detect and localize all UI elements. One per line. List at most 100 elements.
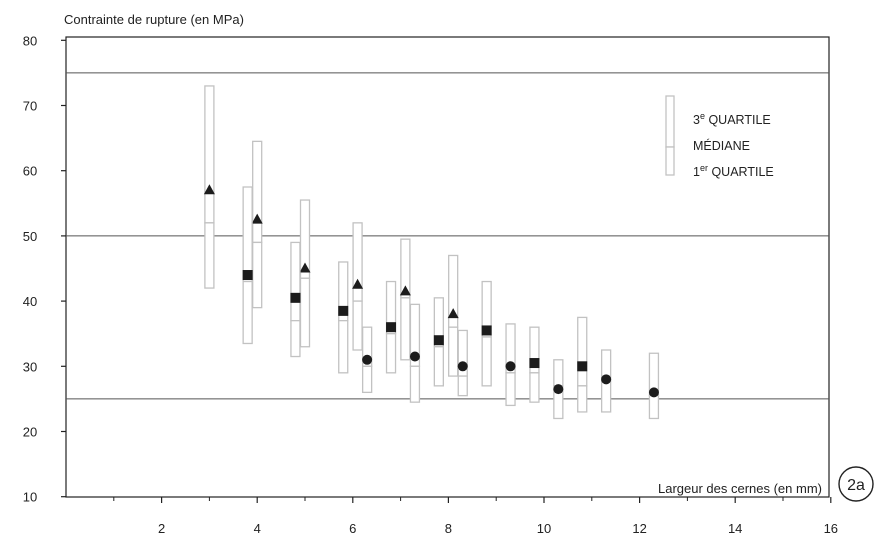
- box-lower-circle-0: [361, 365, 373, 394]
- legend-q3-main: 3: [693, 113, 700, 127]
- figure-badge-label: 2a: [847, 477, 865, 494]
- box-circle-1: [409, 303, 421, 403]
- x-tick-label-4: 4: [254, 521, 261, 536]
- axes: 10 20 30 40 50 60 70 80 2 4 6 8 10 12 14 16: [23, 33, 838, 536]
- mean-marker-square-5: [481, 325, 492, 336]
- box-upper-square-1: [290, 241, 301, 322]
- legend-q3-sup: e: [700, 111, 705, 121]
- box-lower-triangle-4: [400, 297, 411, 361]
- box-upper-triangle-3: [352, 222, 363, 302]
- box-upper-circle-4: [553, 359, 564, 387]
- legend-q3-label: 3e QUARTILE: [693, 111, 771, 127]
- box-triangle-4: [399, 238, 411, 361]
- mean-marker-square-1: [290, 292, 301, 303]
- plot-frame: [65, 36, 830, 498]
- box-square-3: [385, 280, 397, 374]
- legend-q1-label: 1er QUARTILE: [693, 163, 774, 179]
- x-tick-label-10: 10: [537, 521, 551, 536]
- y-tick-label-80: 80: [23, 33, 37, 48]
- box-lower-square-5: [481, 336, 492, 387]
- plot-area: [65, 36, 830, 498]
- mean-marker-square-0: [242, 270, 253, 281]
- mean-marker-circle-5: [601, 374, 612, 385]
- box-lower-triangle-2: [299, 277, 311, 348]
- y-tick-label-40: 40: [23, 294, 37, 309]
- figure-badge-circle: [838, 466, 874, 502]
- box-lower-square-3: [385, 333, 397, 374]
- box-square-7: [577, 316, 588, 413]
- box-square-0: [242, 186, 253, 345]
- y-tick-label-70: 70: [23, 99, 37, 114]
- box-square-6: [529, 326, 540, 403]
- y-tick-label-50: 50: [23, 229, 37, 244]
- mean-marker-triangle-2: [299, 262, 311, 273]
- x-tick-label-16: 16: [824, 521, 838, 536]
- mean-marker-circle-1: [409, 351, 420, 362]
- box-square-5: [481, 280, 492, 387]
- series-square: [242, 186, 588, 413]
- x-tick-label-14: 14: [728, 521, 742, 536]
- box-circle-6: [648, 352, 660, 420]
- mean-marker-triangle-3: [352, 278, 364, 289]
- legend-q1-main: 1: [693, 165, 700, 179]
- box-lower-square-2: [338, 320, 349, 374]
- mean-marker-triangle-5: [447, 308, 459, 319]
- mean-marker-circle-2: [457, 361, 468, 372]
- box-lower-triangle-5: [448, 326, 459, 377]
- x-axis-title: Largeur des cernes (en mm): [658, 481, 822, 496]
- mean-marker-triangle-0: [203, 184, 215, 195]
- box-lower-circle-1: [409, 365, 421, 403]
- y-tick-label-30: 30: [23, 359, 37, 374]
- box-triangle-1: [251, 140, 263, 309]
- mean-marker-square-6: [529, 358, 540, 369]
- box-square-2: [338, 261, 349, 374]
- box-lower-square-1: [290, 320, 301, 358]
- box-lower-square-0: [242, 280, 253, 345]
- mean-marker-square-2: [338, 305, 349, 316]
- mean-marker-circle-4: [553, 384, 564, 395]
- box-lower-circle-2: [457, 375, 468, 397]
- mean-marker-triangle-1: [251, 213, 263, 224]
- mean-marker-circle-0: [362, 354, 373, 365]
- box-triangle-2: [299, 199, 311, 348]
- box-lower-square-4: [433, 346, 444, 387]
- legend-box-upper: [665, 95, 675, 148]
- x-tick-label-12: 12: [632, 521, 646, 536]
- box-triangle-5: [447, 254, 459, 377]
- box-upper-square-0: [242, 186, 253, 283]
- box-triangle-0: [203, 85, 215, 289]
- box-series: [203, 85, 660, 420]
- box-circle-0: [361, 326, 373, 394]
- y-axis-title: Contrainte de rupture (en MPa): [64, 12, 244, 27]
- y-tick-label-60: 60: [23, 164, 37, 179]
- reference-lines: [66, 72, 829, 400]
- x-tick-label-2: 2: [158, 521, 165, 536]
- legend: 3e QUARTILE MÉDIANE 1er QUARTILE: [665, 95, 774, 179]
- mean-marker-triangle-4: [399, 285, 411, 296]
- mean-marker-circle-3: [505, 361, 516, 372]
- x-tick-label-6: 6: [349, 521, 356, 536]
- box-circle-4: [553, 359, 564, 420]
- box-lower-circle-6: [648, 394, 660, 420]
- box-upper-square-7: [577, 316, 588, 387]
- box-lower-triangle-0: [204, 222, 215, 289]
- x-tick-label-8: 8: [445, 521, 452, 536]
- legend-q1-rest: QUARTILE: [708, 165, 774, 179]
- mean-marker-square-3: [386, 322, 397, 333]
- series-triangle: [203, 85, 459, 377]
- box-upper-triangle-1: [252, 140, 263, 244]
- box-upper-triangle-0: [204, 85, 215, 224]
- mean-marker-square-7: [577, 361, 588, 372]
- box-circle-2: [457, 329, 468, 397]
- box-lower-triangle-3: [352, 300, 363, 351]
- box-lower-square-6: [529, 372, 540, 403]
- y-tick-label-10: 10: [23, 490, 37, 505]
- box-lower-square-7: [577, 385, 588, 413]
- figure-badge: 2a: [838, 466, 874, 502]
- box-square-4: [433, 297, 444, 387]
- mean-marker-circle-6: [648, 387, 659, 398]
- box-lower-triangle-1: [252, 241, 263, 309]
- y-tick-label-20: 20: [23, 425, 37, 440]
- box-circle-3: [505, 323, 516, 407]
